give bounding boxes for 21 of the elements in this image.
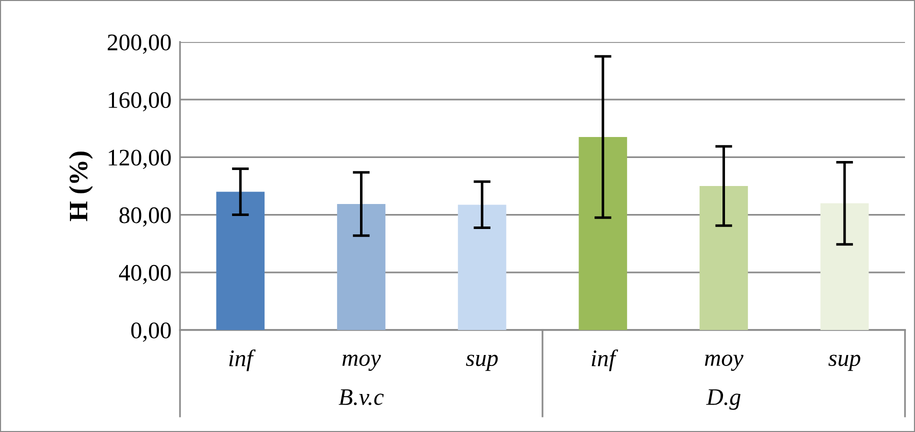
bar: [578, 137, 628, 330]
bar: [458, 204, 506, 330]
x-tick-label: moy: [704, 354, 744, 371]
x-tick-label: moy: [342, 354, 381, 371]
x-tick-label: inf: [229, 349, 256, 372]
text: B.v.c: [338, 389, 384, 406]
y-axis-title: H (%): [68, 152, 93, 222]
x-tick-label: inf: [592, 349, 618, 372]
bar: [337, 204, 386, 330]
y-tick-label: 160,00: [108, 92, 171, 112]
y-tick-label: 40,00: [119, 264, 171, 284]
text: D.g: [706, 389, 740, 410]
bar: [700, 186, 748, 330]
x-tick-label: sup: [466, 354, 498, 371]
y-tick-label: 0,00: [131, 322, 171, 342]
y-tick-label: 200,00: [108, 34, 171, 54]
x-tick-label: sup: [828, 354, 860, 371]
y-tick-label: 80,00: [119, 207, 171, 227]
bar: [820, 203, 869, 330]
bar: [216, 192, 265, 330]
y-tick-label: 120,00: [108, 150, 171, 170]
